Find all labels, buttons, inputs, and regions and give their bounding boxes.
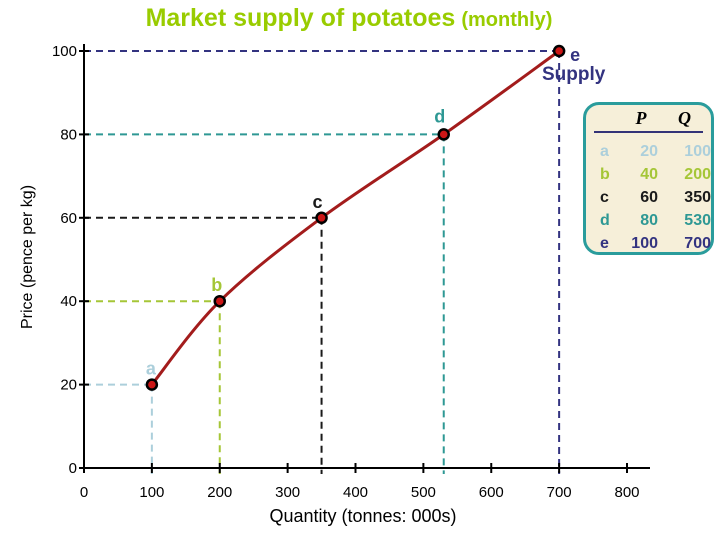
x-tick-label: 300	[275, 484, 300, 501]
x-tick-label: 200	[207, 484, 232, 501]
row-price: 20	[640, 143, 658, 160]
supply-curve	[150, 49, 561, 386]
row-label: d	[600, 212, 610, 229]
table-row: e 100 700	[586, 232, 711, 255]
table-row: a 20 100	[586, 140, 711, 163]
chart-title: Market supply of potatoes (monthly)	[84, 4, 614, 33]
row-label: a	[600, 143, 609, 160]
price-quantity-table: P Q a 20 100 b 40 200 c 60 350 d 80 530 …	[583, 102, 714, 255]
row-quantity: 350	[684, 189, 711, 206]
x-tick-label: 100	[139, 484, 164, 501]
data-point-c	[315, 211, 328, 225]
row-quantity: 100	[684, 143, 711, 160]
point-label-b: b	[211, 275, 222, 295]
x-tick-label: 600	[479, 484, 504, 501]
y-tick-label: 100	[52, 43, 77, 60]
row-label: c	[600, 189, 609, 206]
chart-title-suffix: (monthly)	[461, 9, 553, 31]
table-row: b 40 200	[586, 163, 711, 186]
x-tick-label: 0	[80, 484, 88, 501]
x-tick-label: 500	[411, 484, 436, 501]
x-tick-label: 700	[547, 484, 572, 501]
table-header-rule	[594, 131, 703, 133]
row-label: b	[600, 166, 610, 183]
row-price: 60	[640, 189, 658, 206]
data-point-a	[145, 378, 159, 391]
data-point-b	[213, 294, 226, 308]
chart-title-main: Market supply of potatoes	[145, 4, 456, 32]
row-price: 40	[640, 166, 658, 183]
row-quantity: 200	[684, 166, 711, 183]
row-quantity: 700	[684, 235, 711, 252]
table-header-row: P Q	[586, 108, 711, 129]
point-label-c: c	[313, 192, 323, 212]
y-tick-label: 0	[69, 460, 77, 477]
y-axis-title: Price (pence per kg)	[19, 184, 36, 330]
y-tick-label: 60	[60, 210, 77, 227]
table-header-spacer	[586, 108, 624, 129]
row-price: 80	[640, 212, 658, 229]
table-row: d 80 530	[586, 209, 711, 232]
y-tick-label: 80	[60, 126, 77, 143]
point-label-e: e	[570, 45, 580, 65]
table-header-p: P	[635, 108, 647, 128]
y-tick-label: 40	[60, 293, 77, 310]
x-tick-label: 800	[614, 484, 639, 501]
row-quantity: 530	[684, 212, 711, 229]
table-row: c 60 350	[586, 186, 711, 209]
row-label: e	[600, 235, 609, 252]
point-label-d: d	[434, 106, 445, 126]
table-header-q: Q	[678, 108, 691, 128]
row-price: 100	[631, 235, 658, 252]
data-point-e	[552, 44, 566, 58]
x-tick-label: 400	[343, 484, 368, 501]
y-tick-label: 20	[60, 377, 77, 394]
data-point-d	[437, 128, 450, 141]
point-label-a: a	[146, 359, 157, 379]
supply-curve-label: Supply	[542, 64, 606, 85]
x-axis-title: Quantity (tonnes: 000s)	[269, 506, 457, 526]
